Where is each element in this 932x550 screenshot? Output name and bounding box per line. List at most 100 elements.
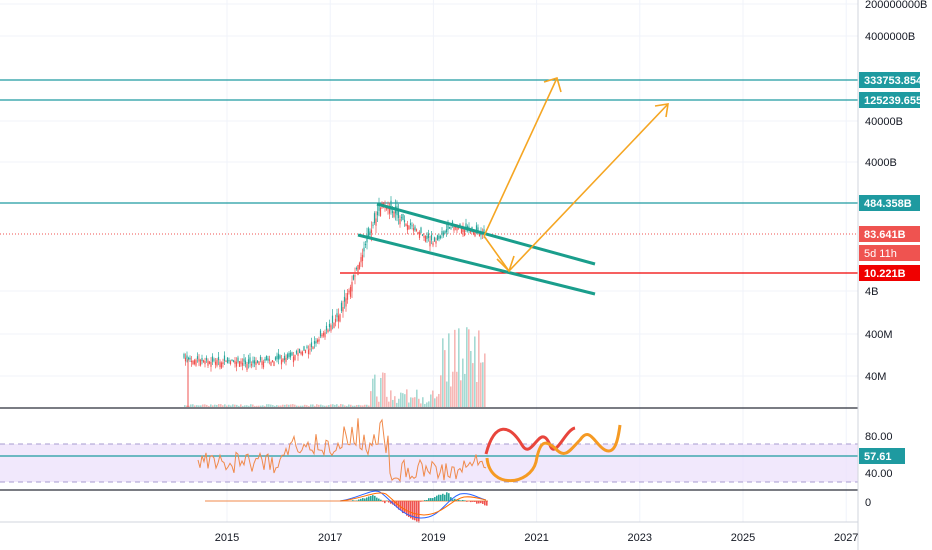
candle-body bbox=[193, 360, 196, 364]
candle-body bbox=[375, 218, 377, 226]
candle-body bbox=[478, 233, 481, 237]
candle-body bbox=[328, 323, 331, 328]
macd-histogram-bar bbox=[404, 501, 406, 513]
candle-body bbox=[339, 314, 341, 322]
volume-bar bbox=[464, 373, 466, 407]
candle-body bbox=[298, 348, 301, 353]
volume-bar bbox=[240, 404, 242, 407]
candle-body bbox=[465, 223, 467, 228]
candle-body bbox=[378, 203, 380, 211]
candle-body bbox=[442, 232, 445, 236]
channel-upper-line[interactable] bbox=[376, 202, 596, 266]
candle-body bbox=[459, 224, 461, 226]
time-axis[interactable]: 2015 2017 2019 2021 2023 2025 2027 bbox=[215, 532, 859, 544]
volume-bar bbox=[352, 405, 354, 407]
candle-body bbox=[253, 360, 256, 364]
candle-body bbox=[259, 356, 262, 361]
volume-bar bbox=[426, 402, 428, 407]
volume-bar bbox=[364, 404, 366, 407]
macd-histogram-bar bbox=[430, 498, 432, 501]
candle-body bbox=[324, 332, 326, 338]
candle-body bbox=[450, 227, 452, 229]
volume-bar bbox=[392, 399, 394, 407]
macd-histogram-bar bbox=[474, 501, 476, 502]
macd-histogram-bar bbox=[446, 492, 448, 501]
price-pane[interactable] bbox=[0, 76, 858, 407]
candle-body bbox=[393, 211, 395, 218]
candle-body bbox=[315, 341, 317, 344]
volume-bar bbox=[278, 405, 280, 407]
macd-histogram-bar bbox=[436, 495, 438, 501]
price-tick-label: 4000000B bbox=[865, 31, 915, 43]
macd-histogram-bar bbox=[482, 501, 484, 504]
volume-bar bbox=[348, 404, 350, 407]
oscillator-projection[interactable] bbox=[484, 424, 622, 483]
volume-bar bbox=[390, 390, 392, 407]
candle-body bbox=[288, 353, 290, 357]
candle-body bbox=[268, 359, 271, 361]
candle-body bbox=[184, 357, 187, 362]
candle-body bbox=[349, 286, 352, 297]
macd-pane[interactable] bbox=[205, 490, 488, 523]
macd-histogram-bar bbox=[356, 500, 358, 501]
volume-bar bbox=[212, 405, 214, 407]
horizontal-levels[interactable] bbox=[0, 79, 858, 274]
candle-body bbox=[417, 231, 419, 235]
macd-histogram-bar bbox=[372, 495, 374, 501]
candle-body bbox=[409, 223, 412, 226]
macd-histogram-bar bbox=[362, 498, 364, 501]
candle-body bbox=[342, 307, 344, 312]
price-axis[interactable]: 200000000B 4000000B 40000B 4000B 4B 400M 40M 80… bbox=[865, 0, 927, 509]
candle-body bbox=[337, 315, 340, 322]
oscillator-tick-label: 40.00 bbox=[865, 468, 893, 480]
projection-arrow-up-1[interactable] bbox=[483, 77, 558, 237]
volume-bar bbox=[330, 404, 332, 407]
volume-bar bbox=[344, 405, 346, 407]
candle-body bbox=[424, 236, 427, 242]
candle-body bbox=[472, 230, 475, 235]
candle-body bbox=[316, 339, 319, 343]
macd-histogram-bar bbox=[434, 497, 436, 501]
drawing-tools[interactable] bbox=[357, 76, 669, 296]
candle-body bbox=[286, 354, 289, 359]
volume-bar bbox=[234, 404, 236, 407]
macd-histogram-bar bbox=[450, 497, 452, 501]
volume-bar bbox=[478, 330, 480, 407]
candle-body bbox=[250, 364, 253, 366]
candle-body bbox=[456, 226, 458, 231]
volume-bar bbox=[228, 404, 230, 407]
macd-histogram-bar bbox=[358, 499, 360, 501]
macd-histogram-bar bbox=[394, 501, 396, 506]
volume-bar bbox=[342, 404, 344, 407]
oscillator-projection-orange[interactable] bbox=[485, 424, 622, 483]
volume-bar bbox=[230, 405, 232, 407]
volume-bar bbox=[396, 402, 398, 407]
candle-body bbox=[402, 214, 404, 220]
macd-histogram-bar bbox=[426, 500, 428, 501]
time-tick-label: 2019 bbox=[421, 532, 445, 544]
volume-bar bbox=[238, 405, 240, 407]
arrow-head[interactable] bbox=[654, 103, 669, 118]
candle-body bbox=[238, 361, 241, 367]
arrow-head[interactable] bbox=[543, 76, 562, 93]
volume-bar bbox=[380, 377, 382, 407]
volume-bar bbox=[236, 404, 238, 407]
arrow-head[interactable] bbox=[496, 255, 515, 273]
oscillator-pane[interactable] bbox=[0, 418, 858, 483]
volume-bar bbox=[386, 396, 388, 407]
volume-bar bbox=[332, 404, 334, 407]
macd-histogram-bar bbox=[384, 501, 386, 504]
oscillator-value-box bbox=[859, 448, 905, 464]
channel-lower-line[interactable] bbox=[357, 233, 596, 296]
gridlines bbox=[0, 0, 858, 522]
oscillator-projection-red[interactable] bbox=[484, 426, 576, 455]
candle-body bbox=[237, 357, 239, 362]
volume-bar bbox=[284, 404, 286, 407]
volume-bar bbox=[272, 405, 274, 407]
macd-histogram-bar bbox=[366, 497, 368, 501]
volume-bar bbox=[188, 405, 190, 407]
volume-bar bbox=[314, 405, 316, 407]
candle-body bbox=[477, 227, 479, 232]
candle-body bbox=[336, 313, 338, 318]
